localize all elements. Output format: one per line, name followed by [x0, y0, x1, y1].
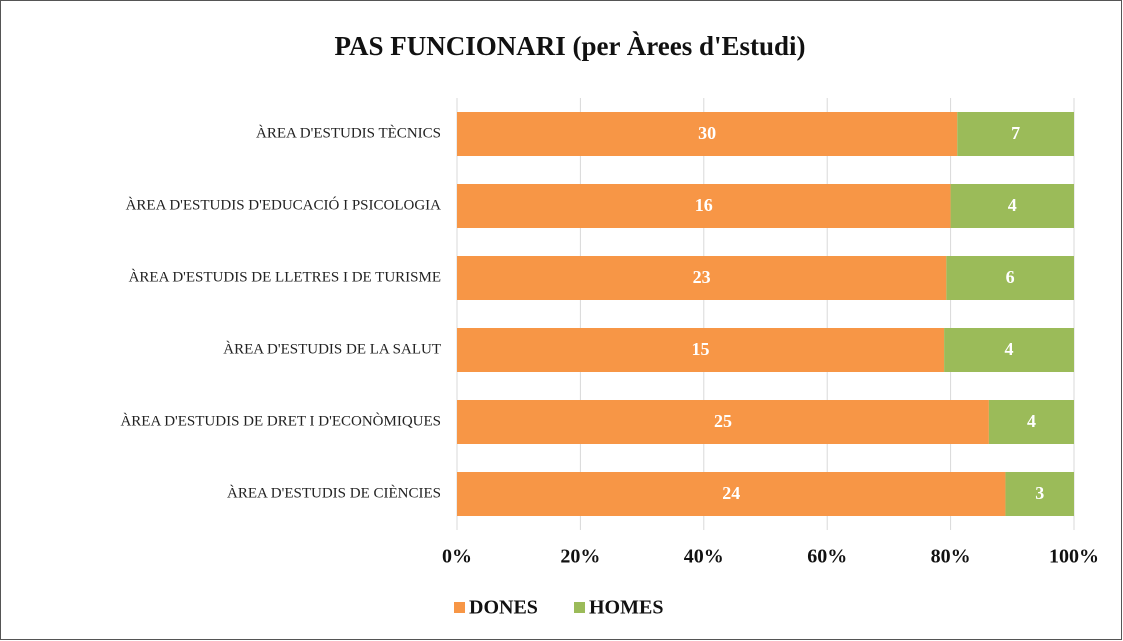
legend-swatch — [454, 602, 465, 613]
data-label: 3 — [1035, 483, 1044, 503]
y-tick-label: ÀREA D'ESTUDIS DE DRET I D'ECONÒMIQUES — [120, 412, 441, 429]
bar-segment — [950, 184, 1074, 228]
data-label: 7 — [1011, 123, 1020, 143]
data-label: 4 — [1008, 195, 1017, 215]
data-label: 4 — [1005, 339, 1014, 359]
legend-swatch — [574, 602, 585, 613]
data-label: 4 — [1027, 411, 1036, 431]
legend-label: HOMES — [589, 597, 663, 619]
x-tick-label: 40% — [684, 546, 724, 568]
bar-segment — [457, 184, 951, 228]
chart-title: PAS FUNCIONARI (per Àrees d'Estudi) — [334, 31, 805, 61]
x-tick-label: 0% — [442, 546, 472, 568]
bar-segment — [946, 256, 1074, 300]
bar-segment — [457, 328, 945, 372]
bar-segment — [957, 112, 1074, 156]
bar-segment — [457, 472, 1006, 516]
data-label: 24 — [722, 483, 740, 503]
data-label: 23 — [693, 267, 711, 287]
x-tick-label: 80% — [931, 546, 971, 568]
y-tick-label: ÀREA D'ESTUDIS DE LLETRES I DE TURISME — [129, 268, 441, 285]
bar-segment — [457, 256, 947, 300]
data-label: 15 — [692, 339, 710, 359]
bar-segment — [944, 328, 1074, 372]
bar-segment — [1005, 472, 1074, 516]
y-tick-label: ÀREA D'ESTUDIS D'EDUCACIÓ I PSICOLOGIA — [126, 196, 442, 213]
legend-label: DONES — [469, 597, 538, 619]
x-tick-label: 60% — [807, 546, 847, 568]
y-tick-label: ÀREA D'ESTUDIS DE CIÈNCIES — [227, 484, 441, 501]
x-tick-label: 20% — [560, 546, 600, 568]
bar-segment — [457, 112, 958, 156]
y-tick-label: ÀREA D'ESTUDIS DE LA SALUT — [223, 340, 441, 357]
bar-segment — [988, 400, 1074, 444]
y-tick-label: ÀREA D'ESTUDIS TÈCNICS — [256, 124, 441, 141]
data-label: 6 — [1006, 267, 1015, 287]
data-label: 16 — [695, 195, 713, 215]
data-label: 25 — [714, 411, 732, 431]
data-label: 30 — [698, 123, 716, 143]
bar-segment — [457, 400, 989, 444]
x-tick-label: 100% — [1049, 546, 1099, 568]
